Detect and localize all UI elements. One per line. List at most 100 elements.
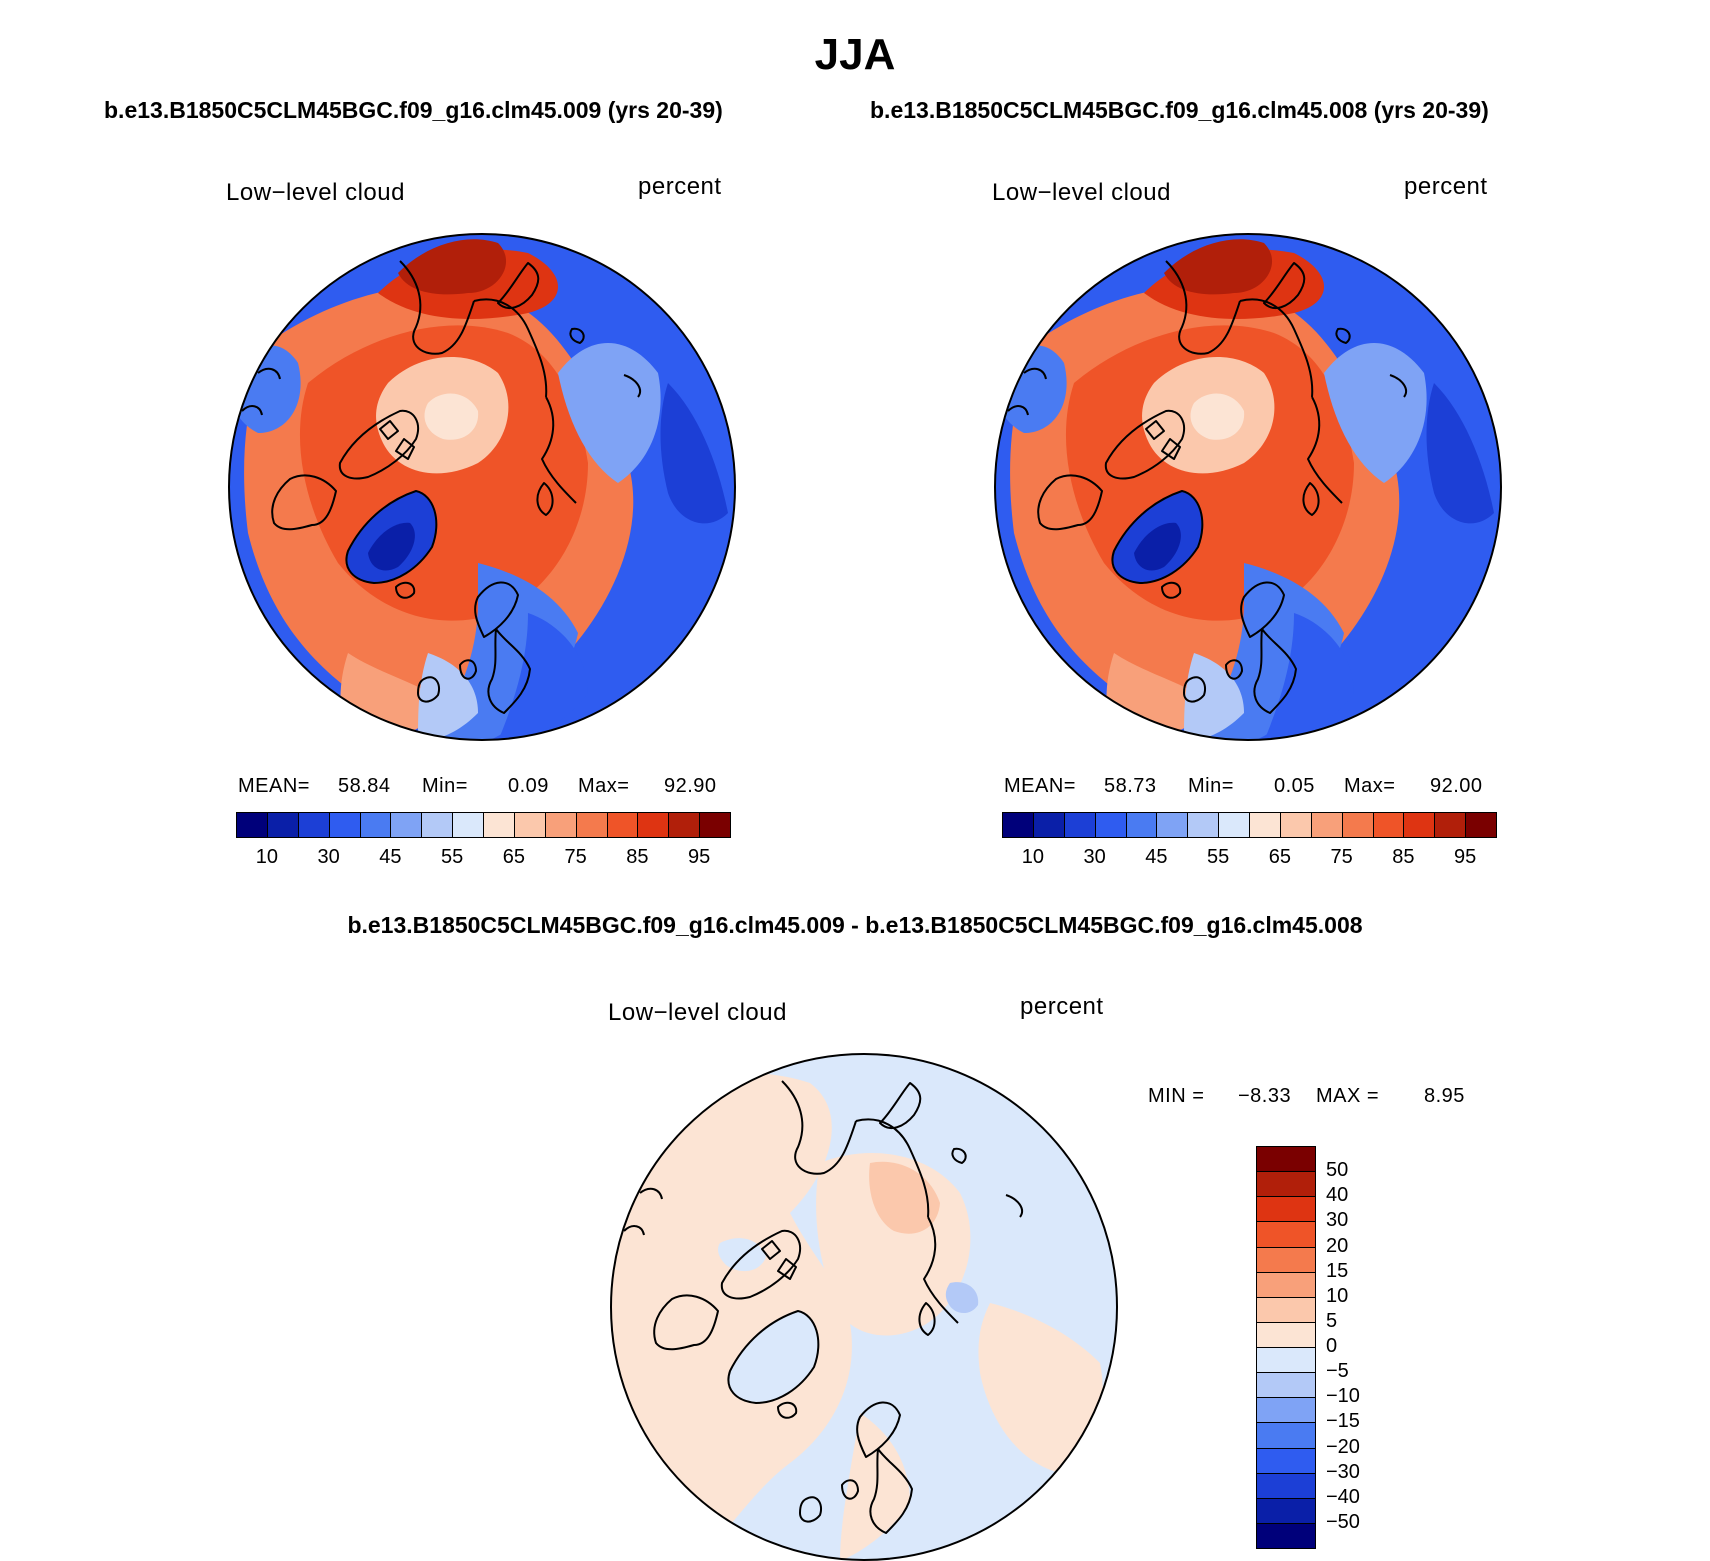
colorbar-swatch — [1403, 812, 1436, 838]
colorbar-tick-label: −30 — [1326, 1460, 1360, 1483]
coastline — [623, 1187, 663, 1236]
panel1-colorbar — [236, 812, 731, 838]
colorbar-swatch — [236, 812, 268, 838]
colorbar-tick-label: 65 — [502, 846, 525, 868]
coastline — [1183, 676, 1206, 703]
colorbar-tick-label: 10 — [1021, 846, 1044, 868]
diff-min-label: MIN = — [1148, 1085, 1205, 1107]
colorbar-swatch — [1002, 812, 1034, 838]
coastline — [569, 327, 585, 344]
contour-region — [424, 393, 479, 440]
contour-region — [1264, 613, 1354, 740]
colorbar-tick-label: 45 — [1145, 846, 1168, 868]
colorbar-swatch — [1256, 1246, 1316, 1273]
colorbar-swatch — [390, 812, 423, 838]
colorbar-swatch — [1032, 812, 1065, 838]
colorbar-tick-label: 15 — [1326, 1259, 1349, 1282]
colorbar-tick-label: 5 — [1326, 1309, 1338, 1332]
colorbar-tick-label: 10 — [255, 846, 278, 868]
colorbar-tick-label: −50 — [1326, 1510, 1360, 1533]
colorbar-tick-label: 75 — [1330, 846, 1353, 868]
coastline — [918, 1302, 936, 1336]
contour-region — [1164, 239, 1273, 295]
diff-max-label: MAX = — [1316, 1085, 1380, 1107]
colorbar-tick-label: 50 — [1326, 1159, 1349, 1182]
coastline — [1161, 581, 1182, 599]
diff-variable-label: Low−level cloud — [608, 999, 787, 1026]
contour-region — [368, 522, 415, 571]
colorbar-tick-label: 95 — [1454, 846, 1477, 868]
coastline — [855, 1118, 930, 1218]
colorbar-tick-label: −10 — [1326, 1385, 1360, 1408]
coastline — [473, 298, 548, 398]
colorbar-swatch — [1256, 1372, 1316, 1399]
coastline — [727, 1310, 820, 1404]
coastline — [1225, 659, 1243, 680]
colorbar-tick-label: 55 — [1207, 846, 1230, 868]
colorbar-swatch — [1256, 1472, 1316, 1499]
coastline — [395, 581, 416, 599]
panel2-polar-map — [994, 233, 1502, 741]
coastline — [1145, 420, 1181, 460]
colorbar-swatch — [1256, 1296, 1316, 1323]
contour-region — [978, 1303, 1103, 1473]
coastline — [1005, 1194, 1024, 1218]
colorbar-tick-label: −15 — [1326, 1410, 1360, 1433]
coastline — [541, 396, 577, 504]
map-border — [994, 233, 1502, 741]
coastline — [497, 262, 540, 310]
panel2-colorbar — [1002, 812, 1497, 838]
colorbar-swatch — [606, 812, 639, 838]
panel1-max-label: Max= — [578, 775, 630, 797]
coastline — [1239, 298, 1314, 398]
coastline — [653, 1294, 719, 1351]
contour-region — [728, 1311, 819, 1403]
colorbar-tick-label: 30 — [317, 846, 340, 868]
coastline — [869, 1448, 913, 1534]
colorbar-tick-label: 45 — [379, 846, 402, 868]
panel2-max-value: 92.00 — [1430, 775, 1483, 797]
coastline — [1165, 260, 1241, 355]
colorbar-swatch — [483, 812, 515, 838]
coastline — [623, 374, 642, 398]
panel2-min-value: 0.05 — [1274, 775, 1315, 797]
colorbar-swatch — [452, 812, 484, 838]
coastline — [856, 1401, 901, 1458]
contour-region — [611, 1073, 852, 1553]
colorbar-swatch — [1372, 812, 1405, 838]
colorbar-tick-label: −20 — [1326, 1435, 1360, 1458]
colorbar-tick-label: 10 — [1326, 1284, 1349, 1307]
diff-units-label: percent — [1020, 993, 1104, 1020]
contour-region — [1190, 393, 1245, 440]
colorbar-swatch — [1341, 812, 1374, 838]
coastline — [720, 1229, 801, 1300]
colorbar-swatch — [1279, 812, 1312, 838]
colorbar-swatch — [699, 812, 731, 838]
coastline — [271, 474, 337, 531]
colorbar-tick-label: −40 — [1326, 1485, 1360, 1508]
coastline — [536, 482, 554, 516]
panel2-variable-label: Low−level cloud — [992, 179, 1171, 206]
colorbar-tick-label: 65 — [1268, 846, 1291, 868]
contour-region — [840, 1413, 910, 1560]
colorbar-tick-label: 75 — [564, 846, 587, 868]
colorbar-tick-label: 85 — [1392, 846, 1415, 868]
colorbar-tick-label: 40 — [1326, 1184, 1349, 1207]
panel1-mean-label: MEAN= — [238, 775, 310, 797]
coastline — [923, 1216, 959, 1324]
colorbar-swatch — [328, 812, 361, 838]
contour-region — [1134, 522, 1181, 571]
colorbar-swatch — [1094, 812, 1127, 838]
colorbar-swatch — [1256, 1321, 1316, 1348]
coastline — [777, 1401, 798, 1419]
colorbar-tick-label: 55 — [441, 846, 464, 868]
colorbar-swatch — [1256, 1196, 1316, 1223]
diff-polar-map — [610, 1053, 1118, 1561]
coastline — [1253, 628, 1297, 714]
coastline — [879, 1082, 922, 1130]
contour-region — [398, 239, 507, 295]
colorbar-swatch — [1218, 812, 1250, 838]
contour-region — [1324, 343, 1427, 483]
colorbar-swatch — [637, 812, 670, 838]
colorbar-swatch — [421, 812, 454, 838]
